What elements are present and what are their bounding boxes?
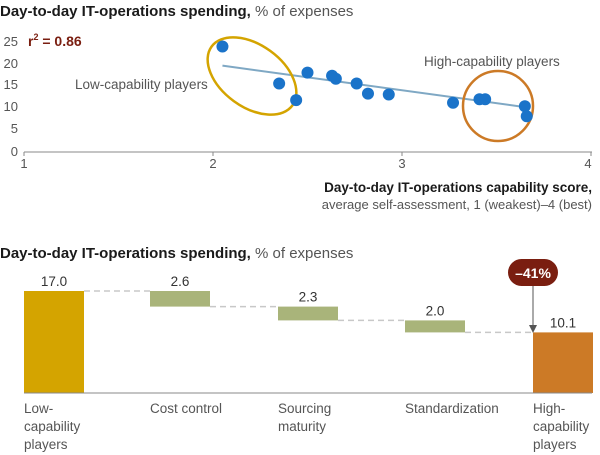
low-capability-group-label: Low-capability players [75,77,208,92]
y-tick-label: 25 [4,34,18,49]
reduction-badge-text: –41% [515,265,551,281]
scatter-point [216,40,229,53]
waterfall-category-label: capability [24,419,81,434]
scatter-point [479,93,492,106]
waterfall-category-label: Low- [24,401,53,416]
waterfall-bar [150,291,210,307]
y-tick-label: 0 [11,144,18,159]
scatter-point [301,66,314,79]
waterfall-category-label: players [24,437,68,452]
y-tick-label: 15 [4,77,18,92]
scatter-point [361,87,374,100]
r-squared-label: r2 = 0.86 [28,32,82,49]
waterfall-category-label: capability [533,419,590,434]
scatter-points [216,40,533,123]
scatter-chart: Day-to-day IT-operations spending, % of … [0,3,592,212]
x-tick-label: 2 [209,156,216,171]
waterfall-category-label: Sourcing [278,401,331,416]
waterfall-category-label: maturity [278,419,326,434]
waterfall-title: Day-to-day IT-operations spending, % of … [0,245,353,262]
scatter-x-axis-label: Day-to-day IT-operations capability scor… [324,180,592,195]
waterfall-bars [24,291,593,393]
waterfall-category-label: players [533,437,577,452]
waterfall-value-label: 17.0 [41,274,67,289]
reduction-annotation: –41% [508,259,558,333]
scatter-x-ticks: 1 2 3 4 [20,156,591,171]
high-capability-group-label: High-capability players [424,54,560,69]
r-squared-value: = 0.86 [38,33,81,49]
waterfall-category-label: High- [533,401,565,416]
waterfall-value-label: 2.6 [171,274,190,289]
waterfall-category-label: Standardization [405,401,499,416]
waterfall-value-labels: 17.0 2.6 2.3 2.0 10.1 [41,274,576,330]
waterfall-connectors [84,290,533,334]
scatter-x-axis-sublabel: average self-assessment, 1 (weakest)–4 (… [322,197,592,212]
scatter-point [520,110,533,123]
scatter-point [518,100,531,113]
scatter-point [273,77,286,90]
waterfall-title-main: Day-to-day IT-operations spending, [0,245,251,262]
waterfall-chart: Day-to-day IT-operations spending, % of … [0,245,593,452]
waterfall-title-suffix: % of expenses [251,245,354,262]
y-tick-label: 10 [4,99,18,114]
r-squared-r: r [28,33,34,49]
waterfall-bar [24,291,84,393]
waterfall-category-label: Cost control [150,401,222,416]
x-tick-label: 4 [584,156,591,171]
waterfall-value-label: 2.3 [299,290,318,305]
y-tick-label: 5 [11,121,18,136]
scatter-title-main: Day-to-day IT-operations spending, [0,3,251,20]
scatter-point [382,88,395,101]
reduction-badge [508,259,558,286]
waterfall-bar [405,320,465,333]
scatter-point [350,77,363,90]
scatter-title-suffix: % of expenses [251,3,354,20]
scatter-point [447,96,460,109]
scatter-point [290,94,303,107]
scatter-title: Day-to-day IT-operations spending, % of … [0,3,353,20]
x-tick-label: 3 [398,156,405,171]
waterfall-category-labels: Low-capability players Cost control Sourcin… [24,401,590,452]
y-tick-label: 20 [4,56,18,71]
waterfall-value-label: 2.0 [426,303,445,318]
waterfall-value-label: 10.1 [550,315,576,330]
waterfall-bar [278,306,338,321]
scatter-y-ticks: 25 20 15 10 5 0 [4,34,18,159]
waterfall-bar [533,332,593,393]
high-capability-highlight [461,69,535,143]
low-capability-highlight [206,36,298,116]
scatter-point [329,72,342,85]
r-squared-sup: 2 [33,32,38,42]
x-tick-label: 1 [20,156,27,171]
